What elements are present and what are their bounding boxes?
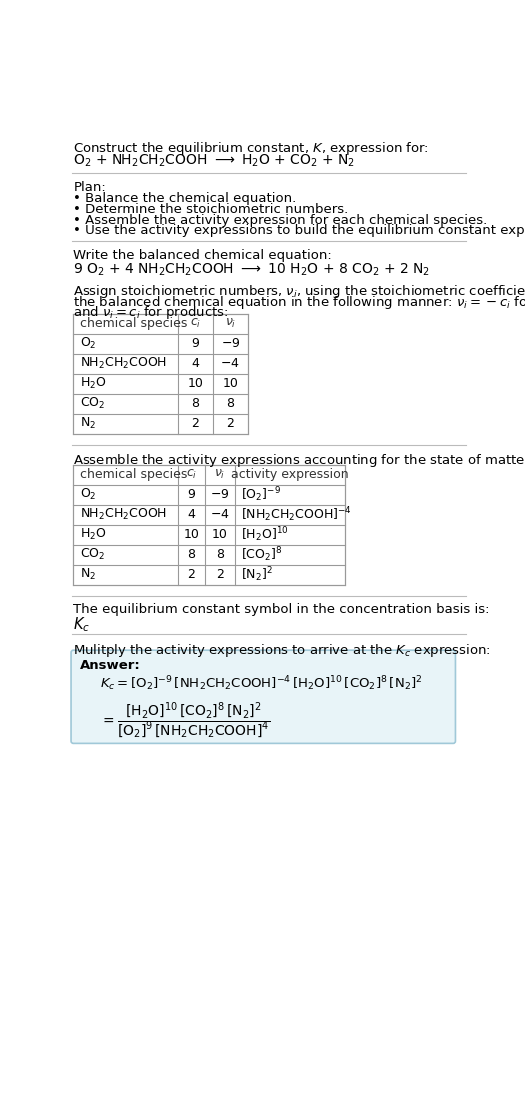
Text: $[\mathrm{NH_2CH_2COOH}]^{-4}$: $[\mathrm{NH_2CH_2COOH}]^{-4}$ — [241, 505, 352, 524]
Text: Write the balanced chemical equation:: Write the balanced chemical equation: — [74, 249, 332, 262]
Text: chemical species: chemical species — [80, 469, 187, 481]
Text: N$_2$: N$_2$ — [80, 416, 96, 431]
Text: $-9$: $-9$ — [210, 488, 229, 502]
Text: Mulitply the activity expressions to arrive at the $K_c$ expression:: Mulitply the activity expressions to arr… — [74, 641, 491, 659]
Text: 2: 2 — [192, 417, 200, 430]
Text: • Determine the stoichiometric numbers.: • Determine the stoichiometric numbers. — [74, 202, 349, 216]
Text: O$_2$ + NH$_2$CH$_2$COOH $\longrightarrow$ H$_2$O + CO$_2$ + N$_2$: O$_2$ + NH$_2$CH$_2$COOH $\longrightarro… — [74, 153, 355, 169]
Text: Answer:: Answer: — [80, 659, 140, 672]
Text: O$_2$: O$_2$ — [80, 337, 96, 351]
Text: $[\mathrm{N_2}]^{2}$: $[\mathrm{N_2}]^{2}$ — [241, 565, 272, 584]
Text: 2: 2 — [187, 569, 195, 581]
Text: 8: 8 — [216, 548, 224, 561]
Text: H$_2$O: H$_2$O — [80, 376, 106, 392]
Text: $c_i$: $c_i$ — [190, 317, 201, 330]
Text: N$_2$: N$_2$ — [80, 568, 96, 582]
Text: 10: 10 — [187, 377, 203, 390]
Text: $[\mathrm{H_2O}]^{10}$: $[\mathrm{H_2O}]^{10}$ — [241, 526, 289, 544]
Text: 9: 9 — [192, 338, 200, 350]
Text: NH$_2$CH$_2$COOH: NH$_2$CH$_2$COOH — [80, 507, 166, 522]
Text: Plan:: Plan: — [74, 180, 106, 194]
Text: 9: 9 — [187, 488, 195, 502]
Text: • Assemble the activity expression for each chemical species.: • Assemble the activity expression for e… — [74, 213, 488, 227]
Text: $-4$: $-4$ — [210, 508, 230, 521]
Text: 4: 4 — [187, 508, 195, 521]
Text: Construct the equilibrium constant, $K$, expression for:: Construct the equilibrium constant, $K$,… — [74, 140, 429, 156]
Text: $\nu_i$: $\nu_i$ — [214, 469, 226, 481]
Text: • Balance the chemical equation.: • Balance the chemical equation. — [74, 192, 297, 205]
Text: 10: 10 — [212, 528, 228, 541]
Text: The equilibrium constant symbol in the concentration basis is:: The equilibrium constant symbol in the c… — [74, 603, 490, 616]
Text: $\nu_i$: $\nu_i$ — [225, 317, 236, 330]
Text: • Use the activity expressions to build the equilibrium constant expression.: • Use the activity expressions to build … — [74, 224, 525, 238]
Text: $[\mathrm{O_2}]^{-9}$: $[\mathrm{O_2}]^{-9}$ — [241, 485, 281, 504]
Text: 2: 2 — [216, 569, 224, 581]
FancyBboxPatch shape — [71, 650, 456, 744]
Text: $K_c$: $K_c$ — [74, 616, 90, 635]
Text: H$_2$O: H$_2$O — [80, 527, 106, 542]
Text: 4: 4 — [192, 358, 200, 371]
Text: and $\nu_i = c_i$ for products:: and $\nu_i = c_i$ for products: — [74, 305, 229, 321]
Text: 2: 2 — [226, 417, 234, 430]
Text: CO$_2$: CO$_2$ — [80, 396, 105, 411]
Text: $c_i$: $c_i$ — [186, 469, 197, 481]
Text: $-9$: $-9$ — [220, 338, 240, 350]
Text: 10: 10 — [223, 377, 238, 390]
Text: 10: 10 — [184, 528, 200, 541]
Text: $[\mathrm{CO_2}]^{8}$: $[\mathrm{CO_2}]^{8}$ — [241, 546, 282, 564]
Text: activity expression: activity expression — [231, 469, 349, 481]
Text: 8: 8 — [187, 548, 195, 561]
Text: 8: 8 — [192, 397, 200, 410]
Text: 8: 8 — [226, 397, 234, 410]
Text: O$_2$: O$_2$ — [80, 487, 96, 503]
Text: the balanced chemical equation in the following manner: $\nu_i = -c_i$ for react: the balanced chemical equation in the fo… — [74, 294, 525, 310]
Text: CO$_2$: CO$_2$ — [80, 547, 105, 562]
Text: chemical species: chemical species — [80, 317, 187, 330]
Text: $K_c = [\mathrm{O_2}]^{-9}\,[\mathrm{NH_2CH_2COOH}]^{-4}\,[\mathrm{H_2O}]^{10}\,: $K_c = [\mathrm{O_2}]^{-9}\,[\mathrm{NH_… — [100, 674, 423, 693]
Text: Assemble the activity expressions accounting for the state of matter and $\nu_i$: Assemble the activity expressions accoun… — [74, 452, 525, 470]
Text: 9 O$_2$ + 4 NH$_2$CH$_2$COOH $\longrightarrow$ 10 H$_2$O + 8 CO$_2$ + 2 N$_2$: 9 O$_2$ + 4 NH$_2$CH$_2$COOH $\longright… — [74, 262, 430, 278]
Text: $= \dfrac{[\mathrm{H_2O}]^{10}\,[\mathrm{CO_2}]^{8}\,[\mathrm{N_2}]^{2}}{[\mathr: $= \dfrac{[\mathrm{H_2O}]^{10}\,[\mathrm… — [100, 701, 271, 740]
Bar — [74, 314, 248, 433]
Text: NH$_2$CH$_2$COOH: NH$_2$CH$_2$COOH — [80, 356, 166, 372]
Text: $-4$: $-4$ — [220, 358, 240, 371]
Text: Assign stoichiometric numbers, $\nu_i$, using the stoichiometric coefficients, $: Assign stoichiometric numbers, $\nu_i$, … — [74, 283, 525, 300]
Bar — [74, 464, 344, 585]
